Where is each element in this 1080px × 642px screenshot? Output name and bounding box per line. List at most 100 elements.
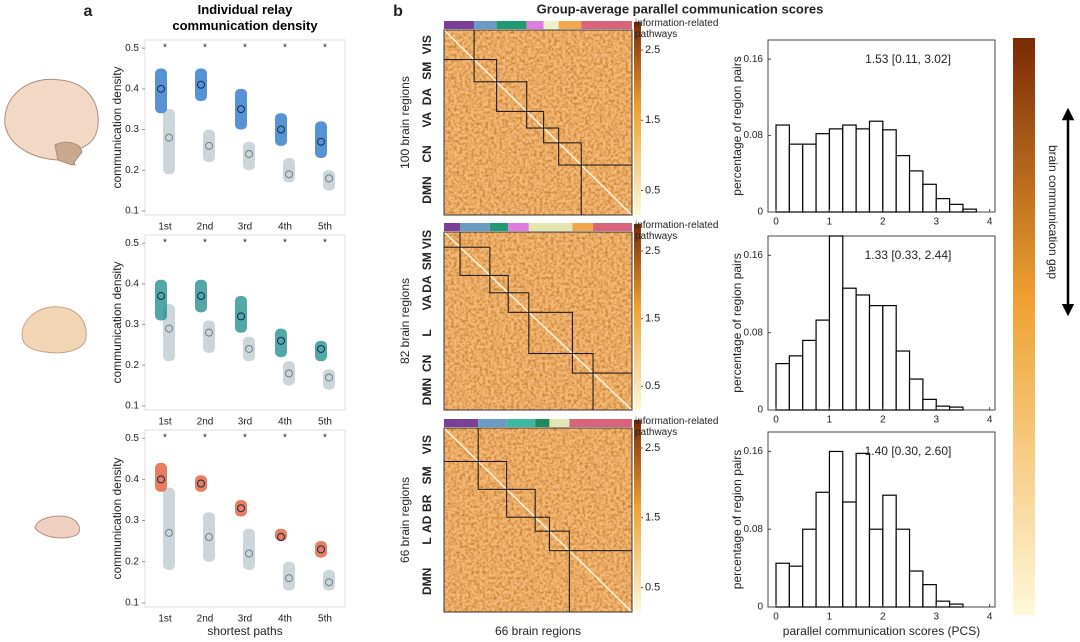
x-tick-label: 1	[827, 217, 833, 228]
network-bar	[444, 223, 461, 231]
y-tick-label: 0.1	[125, 401, 139, 412]
network-bar	[444, 21, 475, 29]
annotation: 1.40 [0.30, 2.60]	[865, 444, 952, 458]
range-strip	[275, 528, 287, 542]
center-point	[325, 373, 333, 382]
range-strip	[323, 569, 335, 591]
x-tick-label: 1	[827, 612, 833, 623]
y-tick-label: 0.5	[125, 238, 139, 249]
significance-marker: *	[323, 238, 327, 249]
significance-marker: *	[203, 43, 207, 54]
center-point	[205, 328, 213, 337]
range-strip	[155, 279, 167, 321]
network-block	[526, 110, 545, 129]
network-block	[534, 516, 550, 532]
bar	[895, 528, 911, 608]
network-bar	[506, 419, 536, 427]
significance-marker: *	[163, 238, 167, 249]
y-axis-label: percentage of region pairs	[730, 253, 744, 392]
colorbar-tick-label: 1.5	[645, 512, 660, 524]
colorbar-tick-label: 0.5	[645, 581, 660, 593]
significance-marker: *	[203, 238, 207, 249]
x-tick-label: 3	[933, 217, 939, 228]
network-block	[558, 142, 582, 166]
x-axis-label: parallel communication scores (PCS)	[783, 624, 980, 638]
network-label: VIS	[420, 230, 434, 249]
center-point	[197, 479, 205, 488]
y-axis-label: 100 brain regions	[398, 76, 412, 169]
panel-label: a	[84, 3, 93, 20]
colorbar	[634, 420, 641, 612]
y-tick-label: 0.5	[125, 433, 139, 444]
center-point	[205, 141, 213, 150]
y-tick-label: 0.3	[125, 124, 139, 135]
gap-label: brain communication gap	[1046, 145, 1060, 279]
y-tick-label: 0.16	[744, 54, 764, 65]
network-block	[496, 81, 528, 112]
significance-marker: *	[323, 43, 327, 54]
x-tick-label: 3rd	[238, 417, 252, 428]
colorbar-label: information-related pathways	[635, 220, 719, 242]
bar	[895, 350, 911, 411]
center-point	[285, 170, 293, 179]
panel-label: b	[393, 3, 403, 20]
x-tick-label: 1st	[158, 417, 172, 428]
plot-frame	[144, 39, 346, 216]
network-block	[507, 292, 530, 313]
network-bar	[535, 419, 550, 427]
network-label: CN	[420, 145, 434, 162]
y-axis-label: percentage of region pairs	[730, 56, 744, 195]
center-point	[157, 475, 165, 484]
significance-marker: *	[203, 433, 207, 444]
network-block	[543, 127, 560, 144]
network-label: DMN	[420, 176, 434, 203]
bar	[922, 183, 937, 213]
network-label: AD	[420, 515, 434, 533]
colorbar-tick-label: 2.5	[645, 442, 660, 454]
bar	[802, 528, 817, 608]
significance-marker: *	[243, 238, 247, 249]
significance-marker: *	[163, 43, 167, 54]
colorbar-label-box: information-related pathways	[635, 220, 719, 242]
network-block	[473, 59, 498, 83]
network-label: L	[420, 537, 434, 544]
network-label: SM	[420, 466, 434, 484]
significance-marker: *	[163, 433, 167, 444]
center-point	[245, 549, 253, 558]
range-strip	[195, 279, 207, 313]
bar	[922, 398, 937, 411]
bar	[948, 406, 964, 411]
x-tick-label: 3rd	[238, 222, 252, 233]
center-point	[277, 533, 285, 542]
bar	[802, 143, 817, 213]
heatmap-frame	[443, 231, 633, 411]
center-point	[237, 105, 245, 114]
bar	[788, 565, 804, 608]
bar	[895, 155, 911, 213]
bar	[922, 584, 937, 608]
network-label: VIS	[420, 35, 434, 54]
x-tick-label: 3rd	[238, 614, 252, 625]
network-block	[489, 274, 509, 294]
network-bar	[489, 223, 509, 231]
x-tick-label: 4th	[278, 417, 292, 428]
mouse-brain	[34, 515, 81, 539]
range-strip	[315, 541, 327, 558]
center-point	[205, 533, 213, 542]
annotation: 1.53 [0.11, 3.02]	[865, 52, 951, 66]
x-tick-label: 2nd	[197, 222, 214, 233]
heatmap-frame	[443, 29, 633, 216]
center-point	[285, 574, 293, 583]
bar	[855, 452, 871, 608]
range-strip	[315, 340, 327, 362]
range-strip	[203, 512, 215, 562]
diagonal	[443, 427, 633, 613]
y-tick-label: 0.4	[125, 278, 139, 289]
network-bar	[444, 419, 479, 427]
bar	[775, 124, 790, 213]
range-strip	[243, 336, 255, 362]
bar	[775, 562, 790, 608]
bar	[855, 128, 871, 213]
x-tick-label: 3	[933, 415, 939, 426]
network-bar	[478, 419, 507, 427]
